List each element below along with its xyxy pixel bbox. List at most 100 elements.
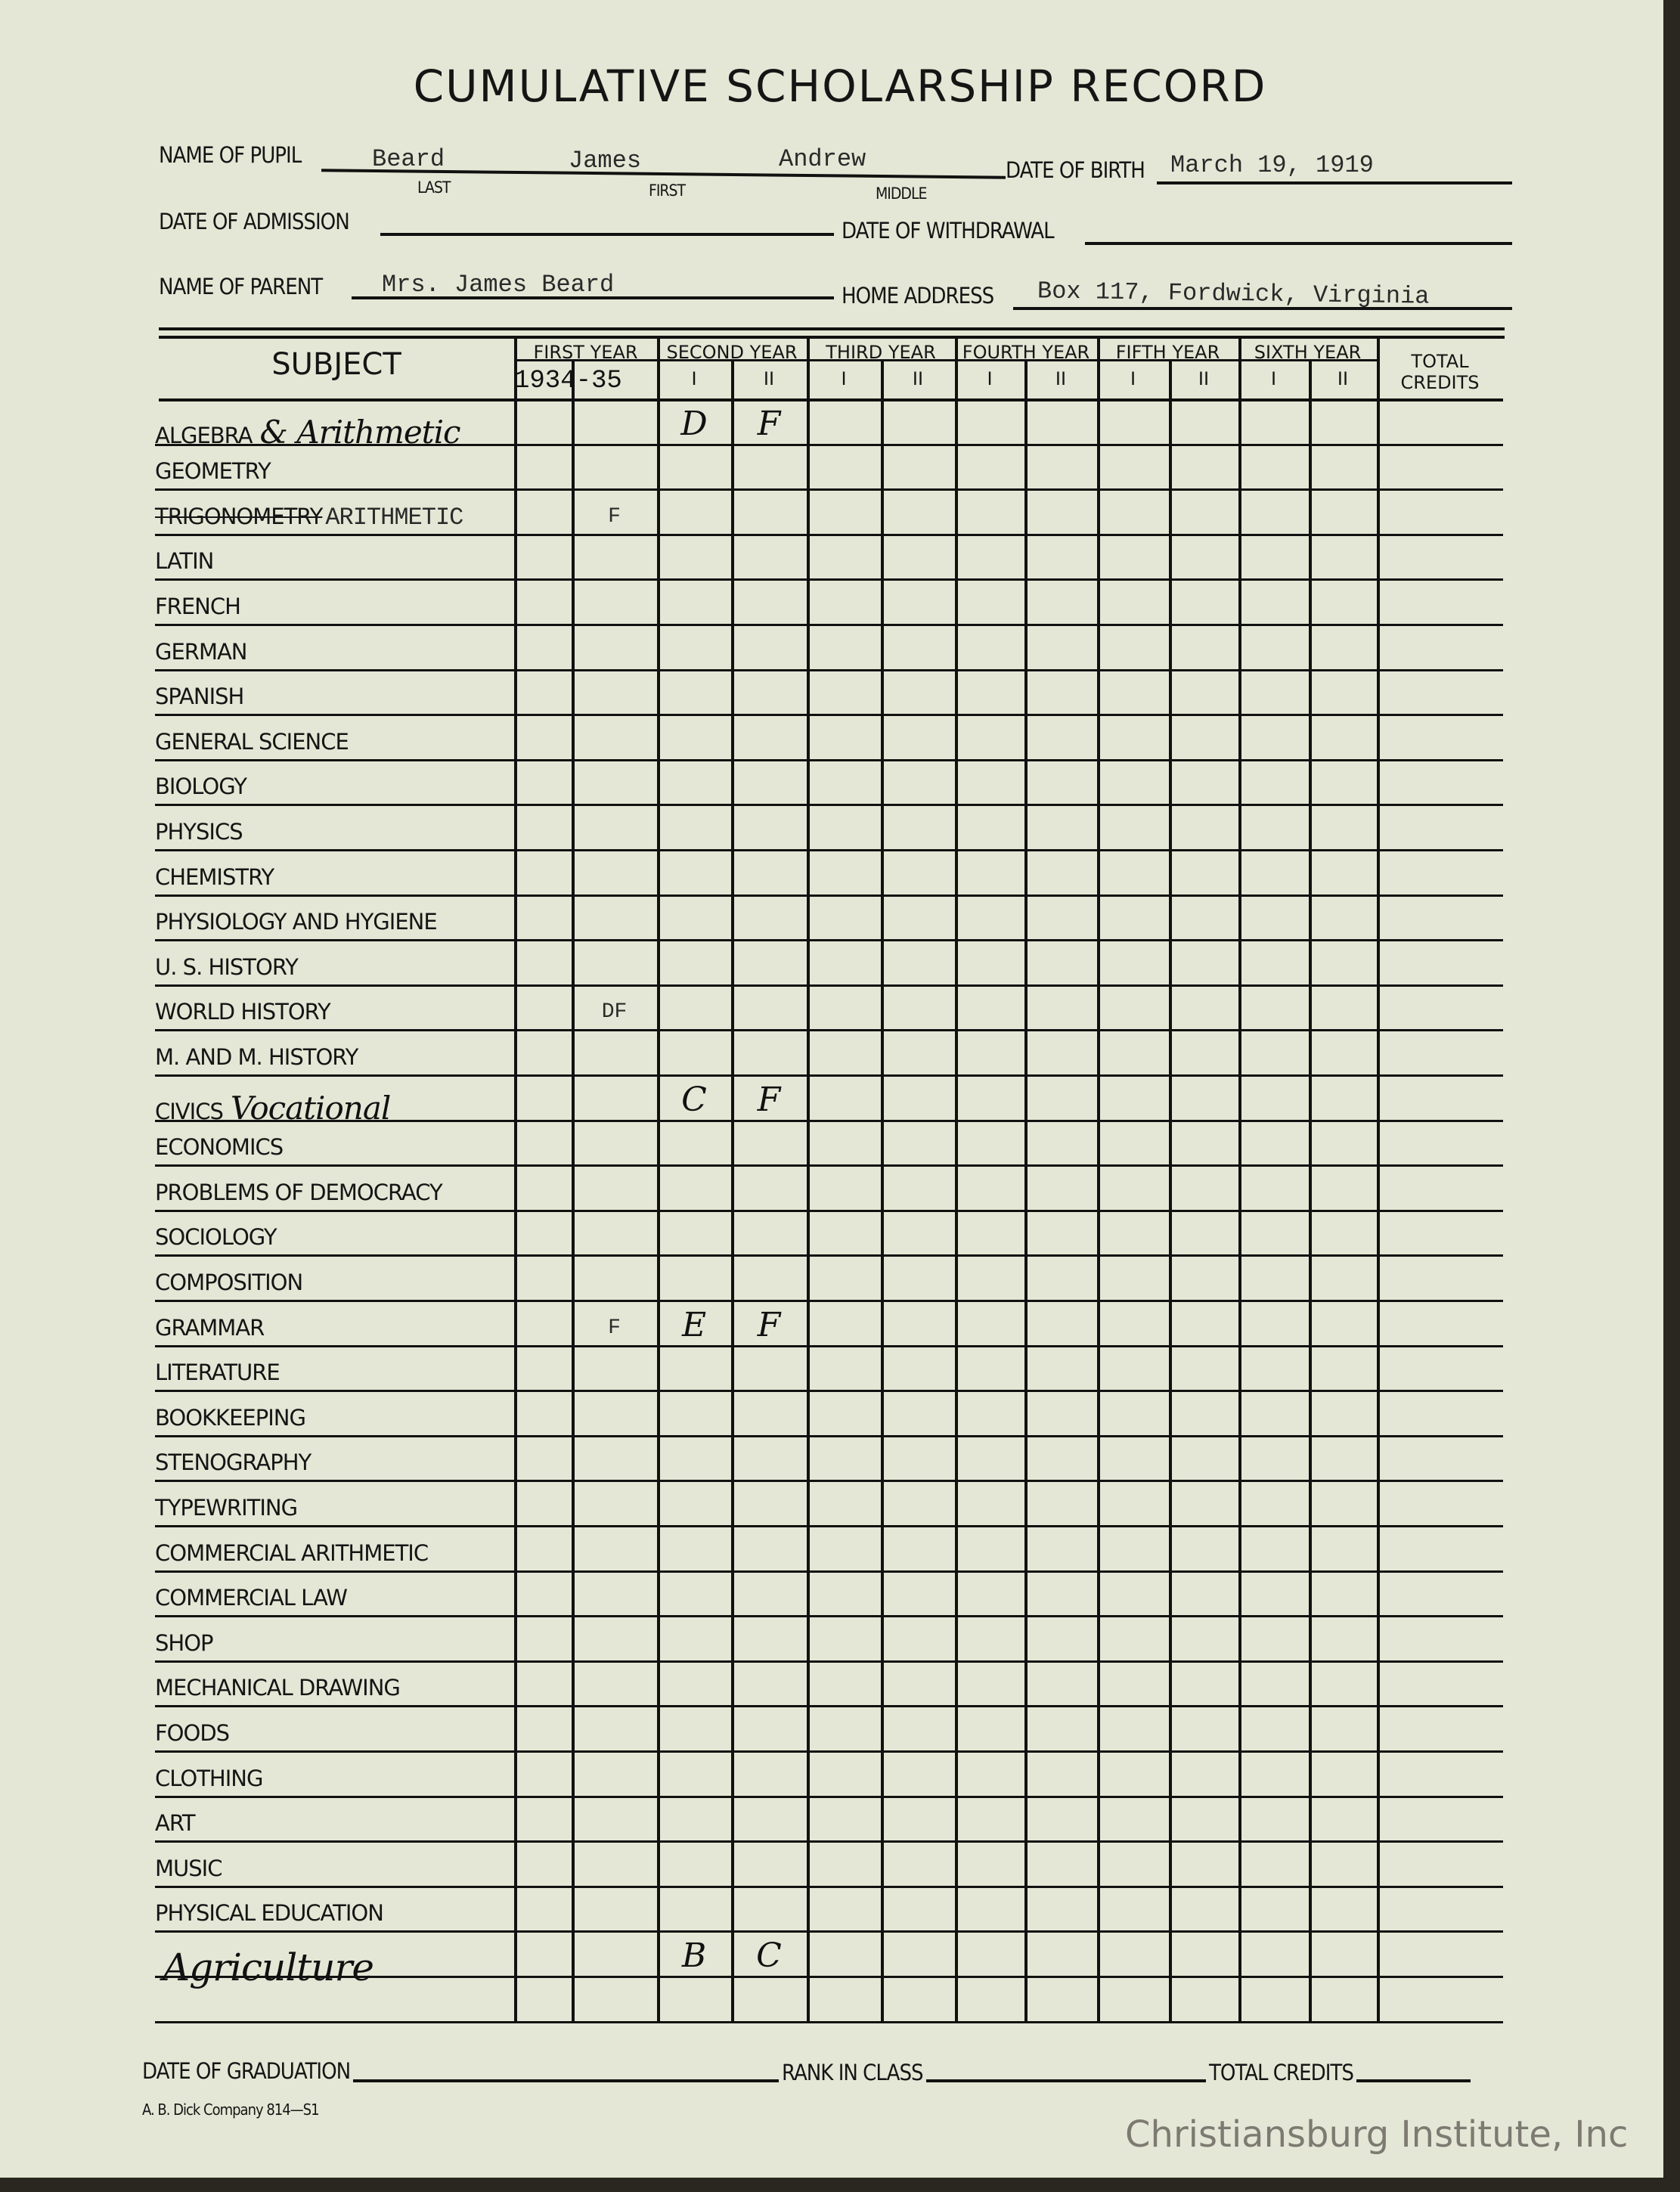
subject-name: BIOLOGY xyxy=(155,774,247,800)
name-of-parent-label: NAME OF PARENT xyxy=(159,274,323,299)
year-header: FIRST YEAR xyxy=(533,342,638,363)
subject-name: PROBLEMS OF DEMOCRACY xyxy=(155,1179,443,1205)
row-rule xyxy=(155,1795,1503,1798)
subject-label: PHYSICS xyxy=(155,819,243,845)
row-rule xyxy=(155,1705,1503,1708)
column-divider xyxy=(1097,336,1100,2021)
subject-name: BOOKKEEPING xyxy=(155,1404,306,1431)
subject-name: FRENCH xyxy=(155,594,241,619)
row-rule xyxy=(155,488,1503,491)
date-of-birth-label: DATE OF BIRTH xyxy=(1006,157,1145,183)
handwritten-subject-annotation: Agriculture xyxy=(163,1946,374,1989)
subject-name: SOCIOLOGY xyxy=(155,1224,277,1251)
semester-label: I xyxy=(1130,368,1136,389)
subject-label: ALGEBRA & Arithmetic xyxy=(155,414,461,451)
column-divider xyxy=(1309,359,1312,2021)
subject-label: GRAMMAR xyxy=(155,1314,265,1341)
subject-label: GEOMETRY xyxy=(155,458,271,484)
subject-name: WORLD HISTORY xyxy=(155,999,331,1025)
address-line xyxy=(1013,307,1512,310)
last-label: LAST xyxy=(417,178,451,197)
year-header: FOURTH YEAR xyxy=(962,342,1090,363)
subject-name: MUSIC xyxy=(155,1855,222,1881)
subject-label: SOCIOLOGY xyxy=(155,1224,277,1250)
subject-label: BOOKKEEPING xyxy=(155,1404,306,1431)
subject-label: GERMAN xyxy=(155,639,247,665)
row-rule xyxy=(155,668,1503,671)
column-divider xyxy=(1377,336,1380,2021)
subject-name: LATIN xyxy=(155,548,214,575)
subject-label: LATIN xyxy=(155,548,214,575)
row-rule xyxy=(155,1434,1503,1437)
watermark: Christiansburg Institute, Inc xyxy=(1125,2113,1629,2156)
subject-label: WORLD HISTORY xyxy=(155,999,331,1025)
semester-label: I xyxy=(691,368,697,389)
semester-label: II xyxy=(1337,368,1349,389)
subject-name: GENERAL SCIENCE xyxy=(155,728,349,755)
grade-cell: C xyxy=(756,1936,782,1975)
subject-label: TRIGONOMETRY ARITHMETIC xyxy=(155,504,463,532)
home-address-label: HOME ADDRESS xyxy=(842,283,994,308)
subject-label: PHYSICAL EDUCATION xyxy=(155,1900,384,1926)
subject-name: COMMERCIAL LAW xyxy=(155,1585,348,1611)
subject-name: TRIGONOMETRY xyxy=(155,503,323,529)
subject-name: ALGEBRA xyxy=(155,422,253,448)
row-rule xyxy=(155,894,1503,897)
subject-label: PHYSIOLOGY AND HYGIENE xyxy=(155,909,438,935)
row-rule xyxy=(155,1615,1503,1618)
home-address-value: Box 117, Fordwick, Virginia xyxy=(1037,277,1430,311)
column-divider xyxy=(514,336,517,2021)
column-divider xyxy=(955,336,958,2021)
row-rule xyxy=(155,1390,1503,1393)
subject-label: MUSIC xyxy=(155,1856,222,1881)
form-title: CUMULATIVE SCHOLARSHIP RECORD xyxy=(413,60,1267,112)
subject-label: TYPEWRITING xyxy=(155,1495,298,1521)
row-rule xyxy=(155,1750,1503,1753)
row-rule xyxy=(155,1976,1503,1978)
row-rule xyxy=(155,1480,1503,1483)
subject-name: M. AND M. HISTORY xyxy=(155,1044,358,1070)
column-divider xyxy=(1238,336,1241,2021)
row-rule xyxy=(155,1525,1503,1527)
total-credits-header: TOTAL CREDITS xyxy=(1400,351,1480,393)
column-divider xyxy=(881,359,884,2021)
subject-name: ART xyxy=(155,1810,196,1837)
row-rule xyxy=(155,939,1503,942)
subject-label: Agriculture xyxy=(155,1946,374,1989)
subject-name: ECONOMICS xyxy=(155,1134,284,1161)
row-rule xyxy=(155,533,1503,536)
year-header: THIRD YEAR xyxy=(826,342,936,363)
grade-cell: F xyxy=(757,1305,781,1344)
rank-in-class-label: RANK IN CLASS xyxy=(779,2060,926,2085)
subject-label: GENERAL SCIENCE xyxy=(155,729,349,755)
subject-label: COMPOSITION xyxy=(155,1270,303,1295)
subject-label: ECONOMICS xyxy=(155,1134,284,1161)
subject-name: GRAMMAR xyxy=(155,1314,265,1341)
row-rule xyxy=(155,849,1503,851)
subject-name: MECHANICAL DRAWING xyxy=(155,1675,401,1701)
column-divider xyxy=(572,359,575,2021)
row-rule xyxy=(155,578,1503,581)
subject-name: PHYSICS xyxy=(155,819,243,845)
handwritten-subject-annotation: Vocational xyxy=(230,1089,391,1127)
subject-label: CLOTHING xyxy=(155,1766,263,1791)
column-divider xyxy=(1169,359,1172,2021)
subject-label: LITERATURE xyxy=(155,1360,281,1385)
subject-label: U. S. HISTORY xyxy=(155,954,299,980)
name-of-parent-value: Mrs. James Beard xyxy=(382,271,615,299)
row-rule xyxy=(155,1074,1503,1077)
column-divider xyxy=(731,359,734,2021)
grade-cell: F xyxy=(757,1080,781,1119)
row-rule xyxy=(155,1209,1503,1212)
row-rule xyxy=(155,1119,1503,1122)
subject-name: CHEMISTRY xyxy=(155,863,274,890)
name-of-pupil-label: NAME OF PUPIL xyxy=(159,142,302,168)
row-rule xyxy=(155,804,1503,807)
column-divider xyxy=(657,336,660,2021)
year-header: FIFTH YEAR xyxy=(1115,342,1220,363)
year-header-rule xyxy=(514,359,1377,361)
subject-name: COMMERCIAL ARITHMETIC xyxy=(155,1539,429,1566)
middle-label: MIDDLE xyxy=(876,184,927,203)
semester-label: II xyxy=(912,368,924,389)
